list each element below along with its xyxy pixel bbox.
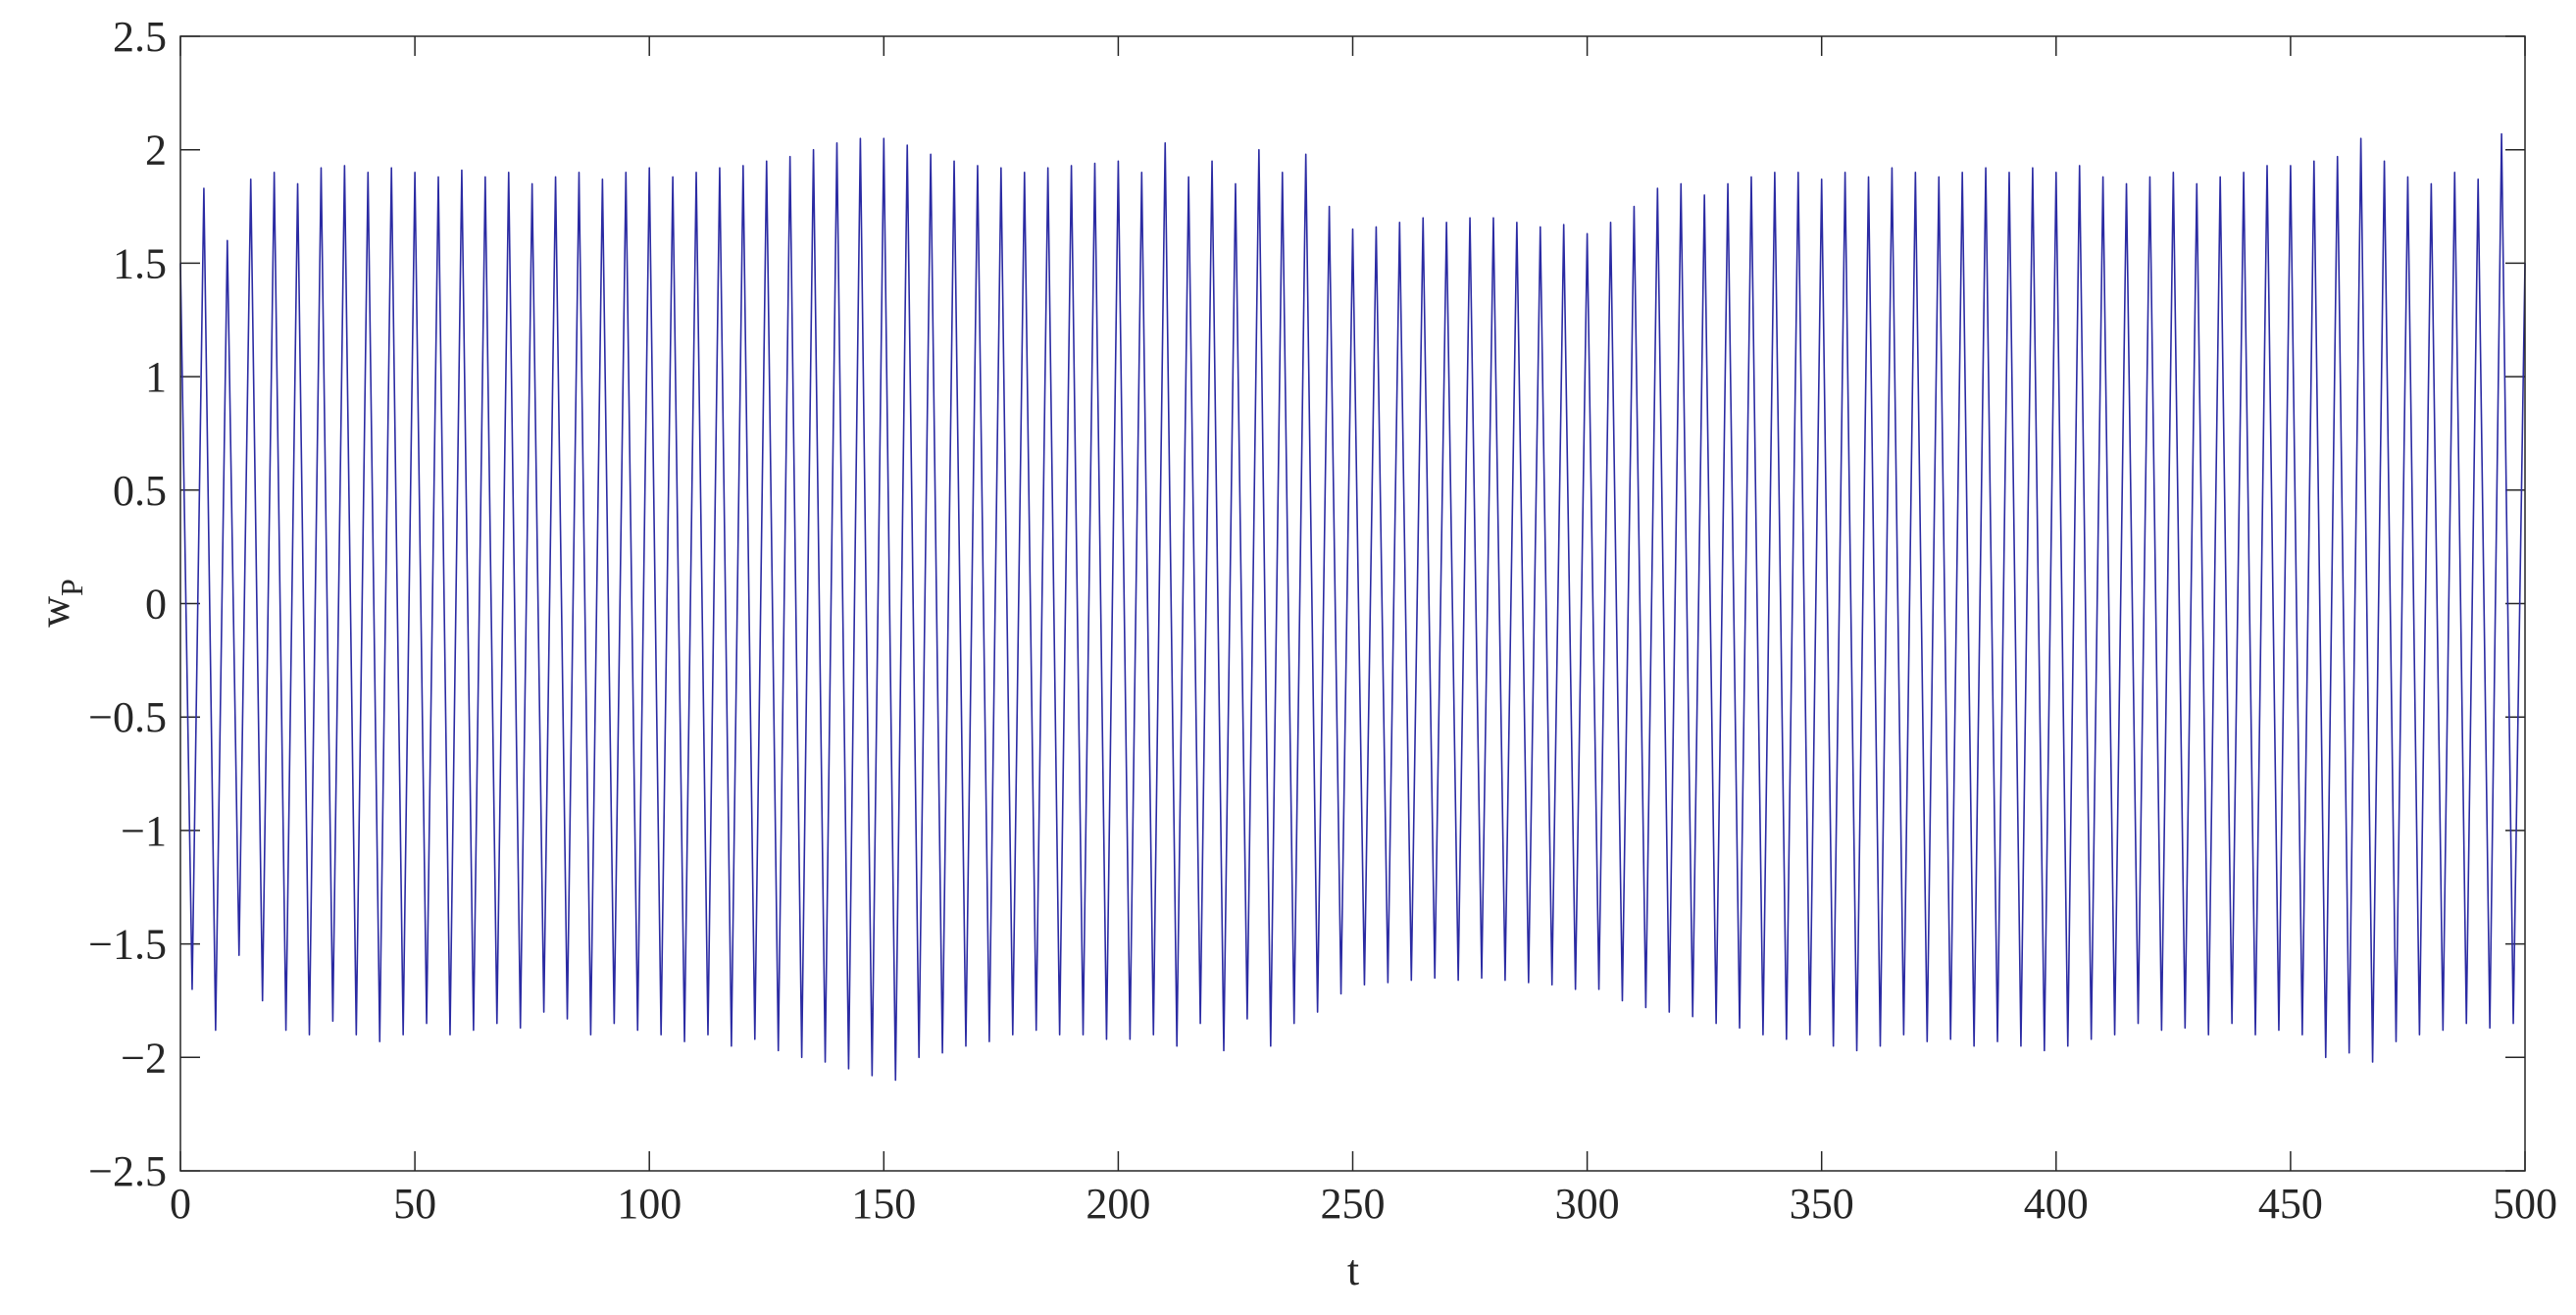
y-tick-label: 1.5 bbox=[113, 239, 167, 287]
y-tick-label: −1 bbox=[121, 807, 167, 855]
y-tick-label: −0.5 bbox=[88, 693, 167, 741]
data-line bbox=[179, 132, 2526, 1082]
y-tick-label: 0.5 bbox=[113, 467, 167, 515]
y-axis-label: wP bbox=[30, 579, 89, 628]
y-label-main: w bbox=[30, 596, 78, 628]
y-tick-label: 1 bbox=[145, 353, 167, 401]
x-tick-label: 250 bbox=[1321, 1180, 1386, 1228]
x-tick-label: 100 bbox=[617, 1180, 682, 1228]
x-tick-label: 200 bbox=[1086, 1180, 1150, 1228]
x-axis-label: t bbox=[1347, 1246, 1359, 1294]
plot-frame bbox=[179, 35, 2526, 1172]
y-tick-label: 2 bbox=[145, 126, 167, 175]
x-tick-label: 400 bbox=[2024, 1180, 2089, 1228]
x-tick-label: 300 bbox=[1555, 1180, 1620, 1228]
x-tick-label: 350 bbox=[1790, 1180, 1854, 1228]
y-label-subscript: P bbox=[54, 579, 89, 596]
y-tick-label: −1.5 bbox=[88, 921, 167, 969]
x-tick-label: 50 bbox=[393, 1180, 436, 1228]
y-tick-label: −2 bbox=[121, 1034, 167, 1082]
y-tick-label: 2.5 bbox=[113, 13, 167, 61]
y-tick-label: 0 bbox=[145, 581, 167, 629]
x-tick-label: 450 bbox=[2258, 1180, 2323, 1228]
x-tick-label: 0 bbox=[170, 1180, 191, 1228]
y-tick-label: −2.5 bbox=[88, 1147, 167, 1195]
x-tick-label: 500 bbox=[2493, 1180, 2557, 1228]
x-tick-label: 150 bbox=[851, 1180, 916, 1228]
